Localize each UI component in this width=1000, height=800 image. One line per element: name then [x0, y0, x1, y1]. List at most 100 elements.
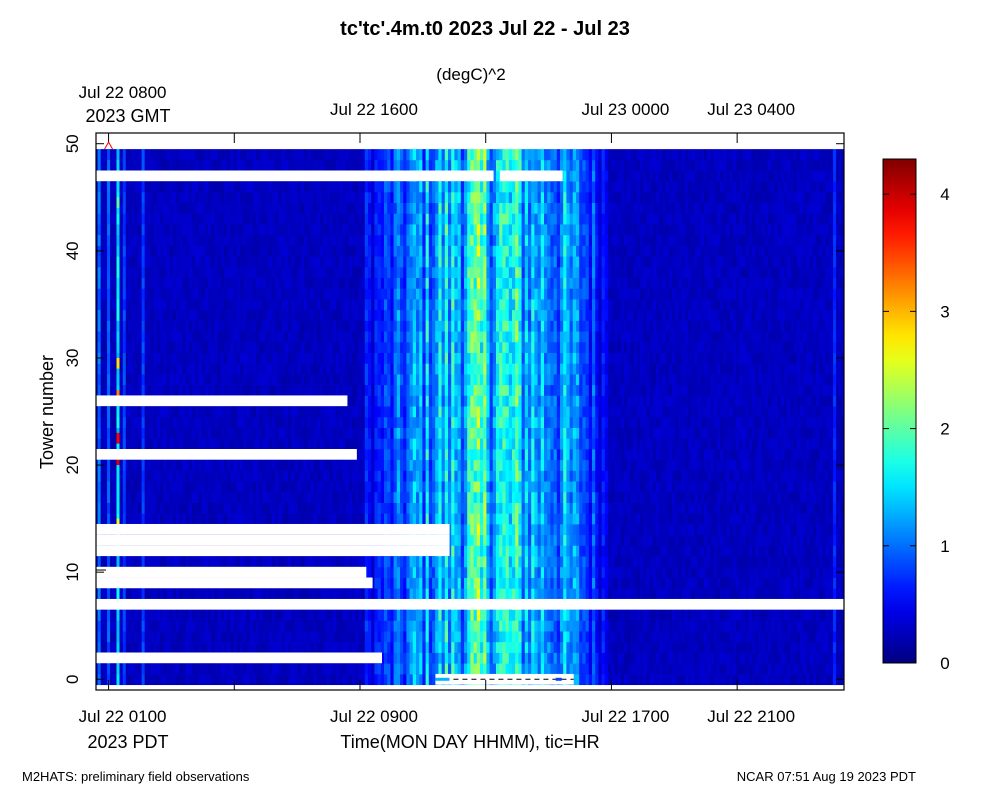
heatmap-cell: [256, 191, 260, 204]
heatmap-cell: [134, 406, 138, 418]
heatmap-cell: [220, 631, 225, 643]
heatmap-cell: [288, 202, 292, 214]
heatmap-cell: [236, 181, 241, 193]
heatmap-cell: [246, 331, 250, 343]
heatmap-cell: [320, 470, 324, 482]
heatmap-cell: [396, 277, 401, 289]
heatmap-cell: [403, 395, 407, 407]
heatmap-cell: [348, 149, 353, 161]
heatmap-cell: [201, 481, 206, 493]
heatmap-cell: [246, 459, 250, 471]
heatmap-cell: [256, 620, 260, 632]
heatmap-cell: [275, 309, 279, 321]
heatmap-cell: [332, 352, 337, 364]
heatmap-cell: [384, 652, 388, 664]
heatmap-cell: [179, 470, 183, 482]
heatmap-cell: [294, 588, 298, 600]
heatmap-cell: [214, 352, 218, 364]
heatmap-cell: [326, 481, 330, 493]
heatmap-cell: [179, 191, 183, 204]
heatmap-cell: [345, 309, 350, 321]
heatmap-cell: [384, 299, 388, 311]
heatmap-cell: [150, 438, 154, 450]
heatmap-cell: [275, 181, 279, 193]
heatmap-cell: [201, 299, 206, 311]
heatmap-cell: [201, 641, 206, 653]
heatmap-cell: [99, 556, 103, 568]
heatmap-cell: [256, 352, 260, 364]
heatmap-cell: [368, 341, 372, 353]
heatmap-cell: [108, 374, 113, 386]
heatmap-cell: [291, 502, 295, 514]
heatmap-cell: [326, 374, 330, 386]
heatmap-cell: [246, 341, 250, 353]
heatmap-cell: [390, 577, 394, 589]
heatmap-cell: [166, 181, 170, 193]
heatmap-cell: [323, 266, 327, 278]
heatmap-cell: [166, 191, 170, 204]
heatmap-cell: [176, 491, 180, 503]
heatmap-cell: [236, 299, 241, 311]
heatmap-cell: [176, 620, 180, 632]
heatmap-cell: [153, 609, 158, 621]
heatmap-cell: [211, 374, 215, 386]
heatmap-cell: [198, 341, 202, 353]
heatmap-cell: [265, 481, 270, 493]
heatmap-cell: [390, 234, 394, 246]
heatmap-cell: [307, 641, 311, 653]
heatmap-cell: [195, 159, 199, 171]
heatmap-cell: [214, 491, 218, 503]
heatmap-cell: [240, 159, 244, 171]
heatmap-cell: [268, 224, 273, 236]
heatmap-cell: [380, 566, 385, 578]
heatmap-cell: [134, 588, 138, 600]
heatmap-cell: [281, 331, 286, 343]
heatmap-cell: [195, 202, 199, 214]
heatmap-cell: [400, 288, 404, 300]
heatmap-cell: [358, 459, 362, 471]
heatmap-cell: [288, 609, 292, 621]
heatmap-cell: [102, 149, 106, 161]
heatmap-cell: [291, 556, 295, 568]
heatmap-cell: [412, 374, 417, 386]
heatmap-cell: [371, 288, 375, 300]
heatmap-cell: [230, 181, 234, 193]
heatmap-cell: [268, 266, 273, 278]
heatmap-cell: [163, 416, 167, 428]
heatmap-cell: [307, 320, 311, 332]
heatmap-cell: [284, 374, 289, 386]
heatmap-cell: [368, 309, 372, 321]
heatmap-cell: [294, 341, 298, 353]
heatmap-cell: [249, 406, 254, 418]
heatmap-cell: [400, 609, 404, 621]
heatmap-cell: [412, 459, 417, 471]
heatmap-cell: [198, 224, 202, 236]
heatmap-cell: [243, 341, 247, 353]
heatmap-cell: [201, 191, 206, 204]
heatmap-cell: [262, 620, 266, 632]
heatmap-cell: [211, 470, 215, 482]
heatmap-cell: [358, 448, 362, 461]
heatmap-cell: [249, 438, 254, 450]
heatmap-cell: [288, 213, 292, 225]
heatmap-cell: [316, 609, 321, 621]
heatmap-cell: [172, 427, 177, 439]
heatmap-cell: [342, 631, 346, 643]
heatmap-cell: [326, 256, 330, 268]
heatmap-cell: [262, 513, 266, 525]
heatmap-cell: [246, 438, 250, 450]
heatmap-cell: [336, 513, 340, 525]
heatmap-cell: [172, 502, 177, 514]
heatmap-cell: [374, 363, 378, 375]
heatmap-cell: [377, 438, 382, 450]
heatmap-cell: [147, 288, 151, 300]
heatmap-cell: [406, 374, 410, 386]
heatmap-cell: [153, 556, 158, 568]
heatmap-cell: [304, 213, 308, 225]
heatmap-cell: [400, 395, 404, 407]
heatmap-cell: [153, 224, 158, 236]
heatmap-cell: [233, 470, 238, 482]
heatmap-cell: [284, 159, 289, 171]
heatmap-cell: [259, 363, 263, 375]
heatmap-cell: [316, 438, 321, 450]
